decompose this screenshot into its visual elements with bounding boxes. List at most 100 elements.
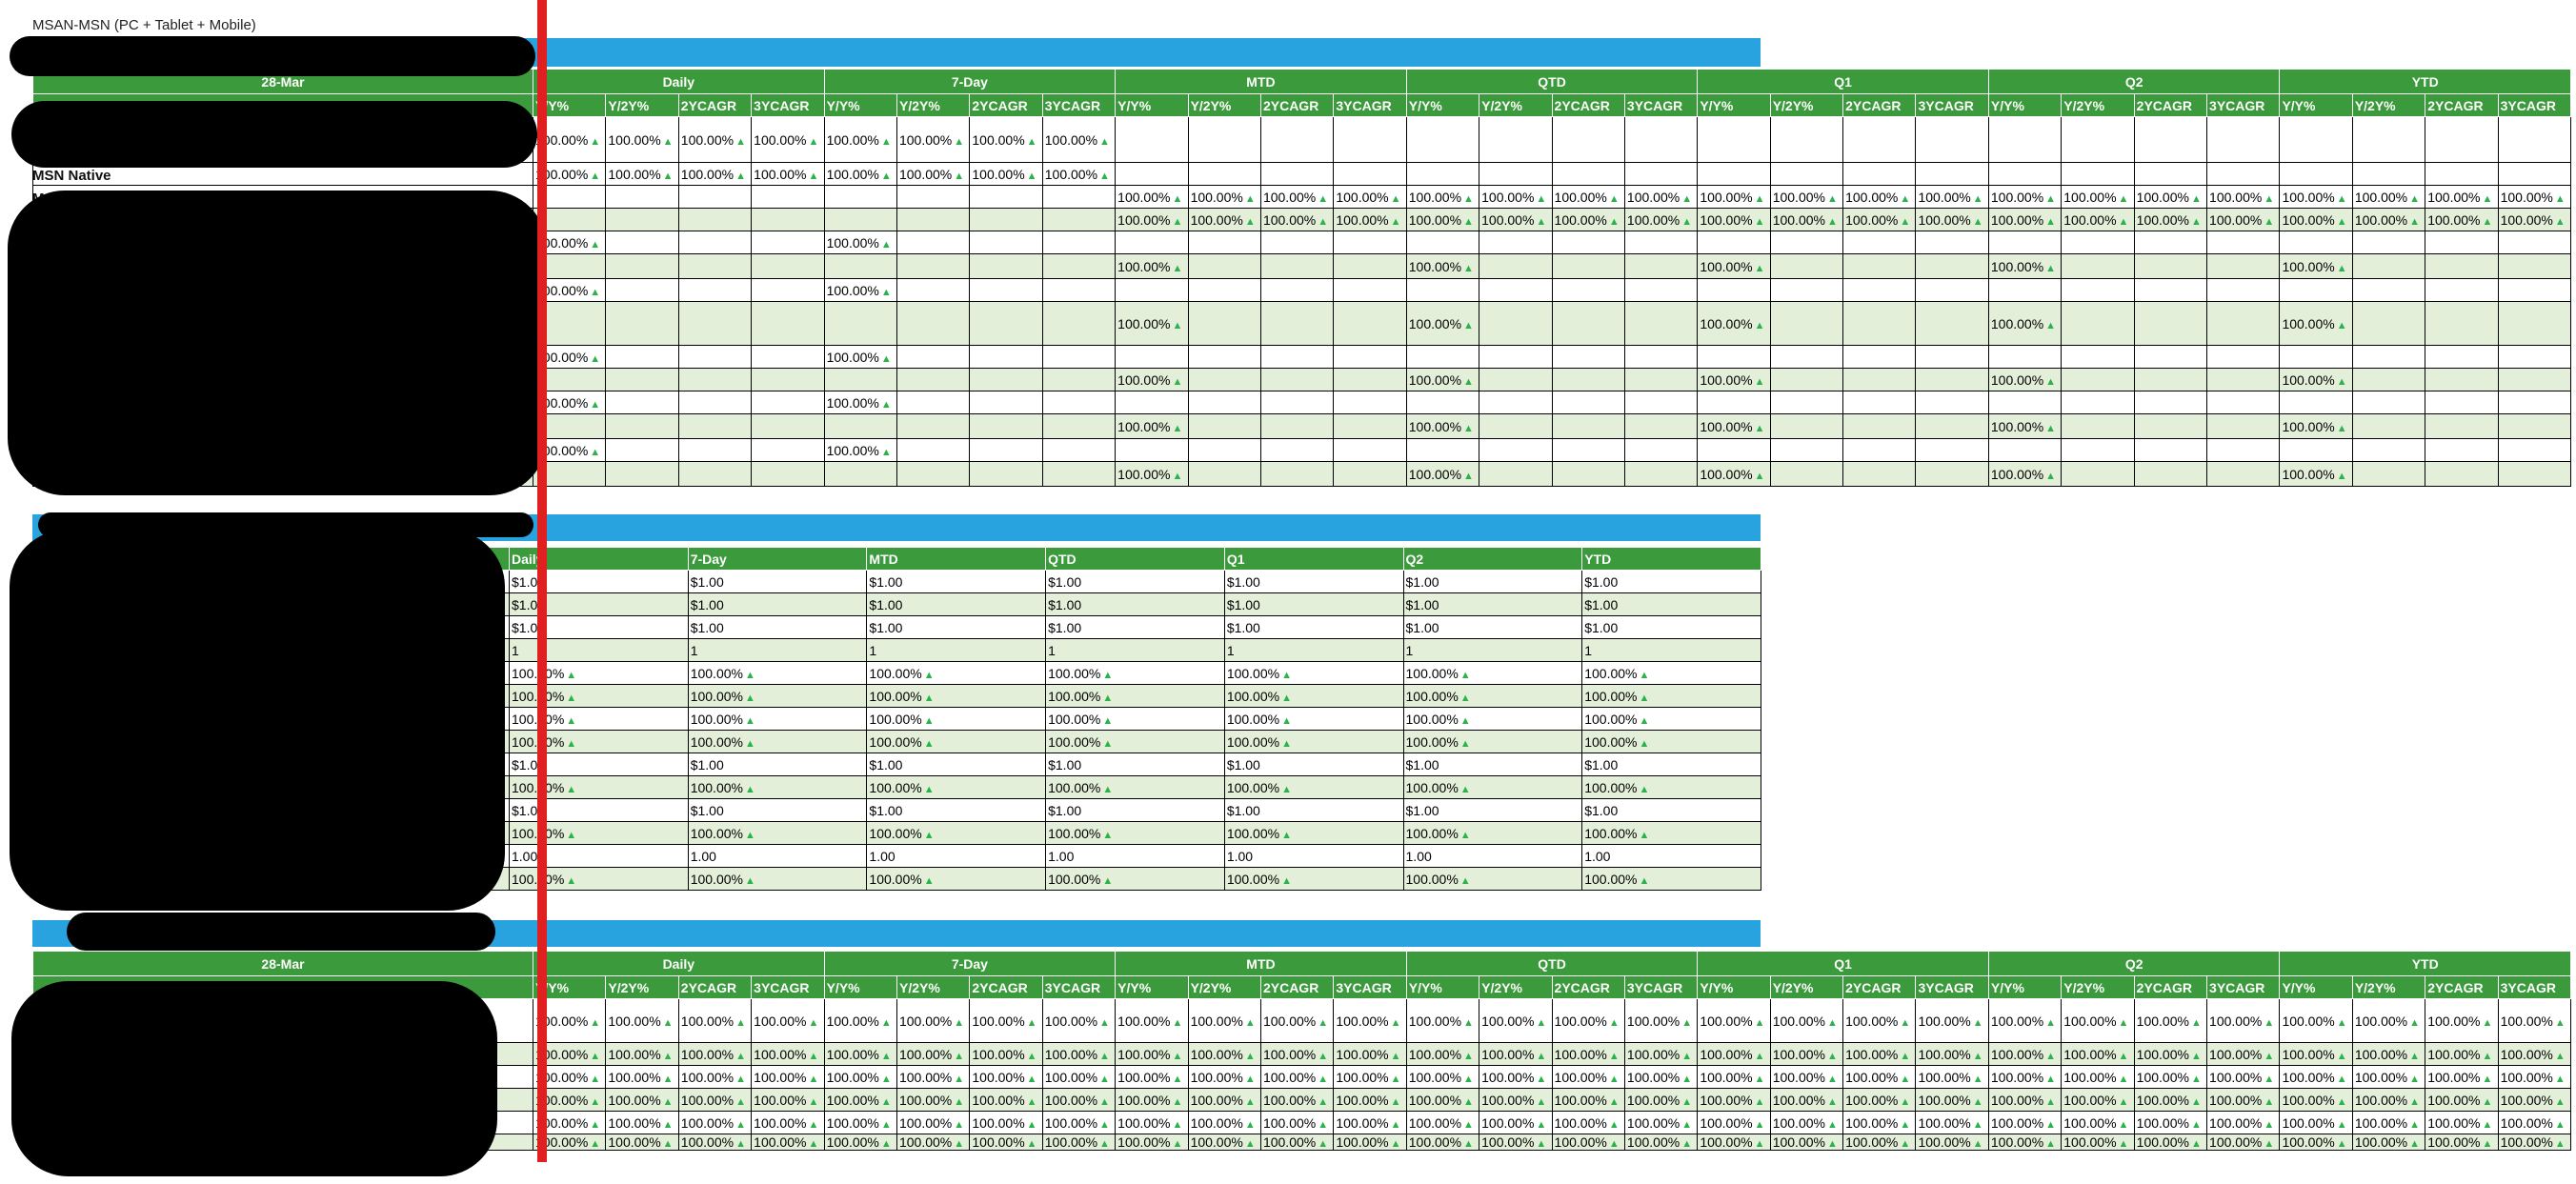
table-cell: 100.00%▲ bbox=[1045, 821, 1225, 845]
up-arrow-icon: ▲ bbox=[2190, 1118, 2202, 1131]
table-cell: 100.00%▲ bbox=[1987, 1134, 2063, 1151]
table-cell: 100.00%▲ bbox=[1187, 998, 1261, 1043]
cell-value: Y/2Y% bbox=[2354, 97, 2396, 113]
table-cell: 100.00%▲ bbox=[2061, 1088, 2135, 1112]
table-cell bbox=[751, 438, 825, 462]
up-arrow-icon: ▲ bbox=[1681, 1138, 1693, 1150]
table-cell: 1.00 bbox=[866, 844, 1047, 868]
metric-header: 2YCAGR bbox=[1259, 975, 1335, 999]
up-arrow-icon: ▲ bbox=[1608, 1050, 1620, 1062]
up-arrow-icon: ▲ bbox=[1463, 192, 1474, 205]
up-arrow-icon: ▲ bbox=[662, 1050, 674, 1062]
up-arrow-icon: ▲ bbox=[2409, 1118, 2420, 1131]
cell-value: 100.00% bbox=[1554, 1046, 1607, 1062]
cell-value: Y/Y% bbox=[1408, 979, 1442, 995]
up-arrow-icon: ▲ bbox=[1608, 192, 1620, 205]
table-cell: 100.00%▲ bbox=[1405, 1042, 1480, 1066]
period-header: QTD bbox=[1405, 69, 1699, 94]
table-cell bbox=[1551, 253, 1625, 279]
table-cell bbox=[2351, 461, 2426, 487]
cell-value: 100.00% bbox=[1772, 189, 1825, 205]
cell-value: 100.00% bbox=[754, 166, 807, 182]
cell-value: 2YCAGR bbox=[680, 97, 737, 113]
cell-value: 100.00% bbox=[2282, 466, 2335, 482]
up-arrow-icon: ▲ bbox=[1900, 1050, 1911, 1062]
table-cell bbox=[2061, 345, 2135, 369]
cell-value: MTD bbox=[869, 551, 898, 567]
table-cell bbox=[969, 185, 1043, 209]
up-arrow-icon: ▲ bbox=[1244, 1138, 1256, 1150]
table-cell bbox=[1842, 461, 1917, 487]
cell-value: 100.00% bbox=[826, 349, 879, 365]
up-arrow-icon: ▲ bbox=[1281, 783, 1292, 795]
metric-header: Y/2Y% bbox=[2061, 975, 2135, 999]
table-cell: 100.00%▲ bbox=[2497, 1065, 2572, 1089]
up-arrow-icon: ▲ bbox=[744, 829, 755, 841]
up-arrow-icon: ▲ bbox=[1972, 215, 1983, 228]
table-cell bbox=[2206, 438, 2281, 462]
table-cell: 100.00%▲ bbox=[1987, 1088, 2063, 1112]
table-cell: 100.00%▲ bbox=[866, 684, 1047, 708]
up-arrow-icon: ▲ bbox=[744, 783, 755, 795]
table-cell bbox=[2133, 278, 2208, 302]
up-arrow-icon: ▲ bbox=[1754, 1016, 1765, 1029]
cell-value: 100.00% bbox=[2063, 1013, 2117, 1029]
table-cell: 100.00%▲ bbox=[2061, 1042, 2135, 1066]
table-cell: 100.00%▲ bbox=[2351, 1065, 2426, 1089]
table-cell bbox=[2351, 231, 2426, 254]
table-cell: 100.00%▲ bbox=[1041, 1042, 1117, 1066]
cell-value: $1.00 bbox=[690, 596, 724, 612]
up-arrow-icon: ▲ bbox=[880, 170, 892, 182]
table-cell: 100.00%▲ bbox=[1333, 1134, 1407, 1151]
period-header: QTD bbox=[1045, 547, 1225, 571]
cell-value: 100.00% bbox=[972, 1092, 1025, 1108]
table-cell: 100.00%▲ bbox=[751, 998, 825, 1043]
up-arrow-icon: ▲ bbox=[1900, 1138, 1911, 1150]
table-cell bbox=[1405, 278, 1480, 302]
cell-value: 100.00% bbox=[1700, 189, 1753, 205]
table-cell bbox=[2133, 162, 2208, 186]
cell-value: 2YCAGR bbox=[2427, 979, 2484, 995]
cell-value: 1.00 bbox=[1048, 848, 1075, 864]
up-arrow-icon: ▲ bbox=[880, 1095, 892, 1108]
up-arrow-icon: ▲ bbox=[2554, 1016, 2566, 1029]
table-cell bbox=[2061, 278, 2135, 302]
cell-value: 100.00% bbox=[2282, 418, 2335, 434]
table-cell bbox=[1405, 162, 1480, 186]
cell-value: 100.00% bbox=[1845, 1092, 1899, 1108]
cell-value: 2YCAGR bbox=[1845, 97, 1902, 113]
up-arrow-icon: ▲ bbox=[566, 714, 577, 727]
cell-value: Y/2Y% bbox=[898, 97, 940, 113]
cell-value: 100.00% bbox=[1845, 1013, 1899, 1029]
table-cell: 100.00%▲ bbox=[2279, 1088, 2353, 1112]
metric-header: Y/2Y% bbox=[896, 93, 971, 117]
table-cell bbox=[2497, 345, 2572, 369]
cell-value: 100.00% bbox=[1262, 1092, 1317, 1108]
table-cell bbox=[969, 278, 1043, 302]
table-cell bbox=[1842, 368, 1917, 391]
table-cell: 100.00%▲ bbox=[823, 1088, 897, 1112]
cell-value: 100.00% bbox=[1226, 711, 1280, 727]
cell-value: 100.00% bbox=[1408, 1092, 1462, 1108]
table-cell: 100.00%▲ bbox=[969, 998, 1043, 1043]
table-cell: 100.00%▲ bbox=[1333, 208, 1407, 231]
table-cell: 100.00%▲ bbox=[823, 231, 897, 254]
table-cell: 100.00%▲ bbox=[1115, 461, 1189, 487]
cell-value: 100.00% bbox=[608, 1114, 661, 1131]
metric-header: Y/Y% bbox=[1987, 975, 2063, 999]
metric-header: Y/2Y% bbox=[2351, 975, 2426, 999]
cell-value: 100.00% bbox=[972, 166, 1025, 182]
cell-value: Y/2Y% bbox=[1190, 979, 1232, 995]
table-cell: 100.00%▲ bbox=[969, 1065, 1043, 1089]
table-cell: 100.00%▲ bbox=[1581, 707, 1761, 731]
up-arrow-icon: ▲ bbox=[2554, 1118, 2566, 1131]
cell-value: 100.00% bbox=[2427, 211, 2481, 228]
cell-value: 100.00% bbox=[1990, 1046, 2044, 1062]
table-cell bbox=[2279, 162, 2353, 186]
table-cell: 100.00%▲ bbox=[1259, 1065, 1335, 1089]
table-cell: 100.00%▲ bbox=[2206, 208, 2281, 231]
cell-value: 3YCAGR bbox=[2500, 97, 2556, 113]
table-cell: 100.00%▲ bbox=[1259, 1134, 1335, 1151]
cell-value: 100.00% bbox=[1408, 1013, 1462, 1029]
up-arrow-icon: ▲ bbox=[2118, 1095, 2129, 1108]
